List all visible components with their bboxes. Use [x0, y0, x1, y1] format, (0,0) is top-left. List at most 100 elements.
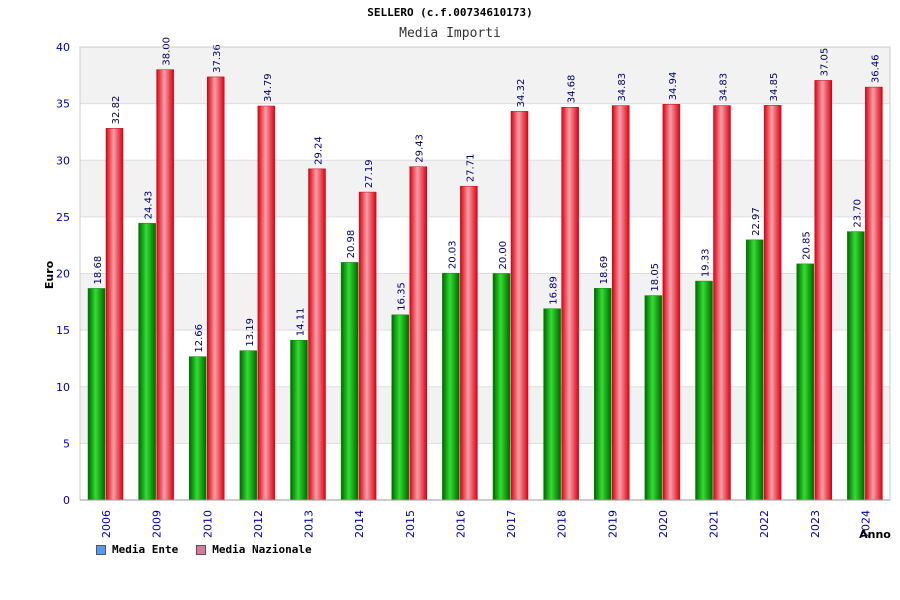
bar-media-nazionale: [510, 111, 529, 501]
bar-media-nazionale: [561, 106, 579, 501]
data-label-media-ente: 18.05: [650, 263, 661, 292]
data-label-media-ente: 20.98: [346, 230, 357, 259]
data-label-media-ente: 24.43: [144, 191, 155, 220]
data-label-media-ente: 20.03: [447, 241, 458, 270]
y-tick-label: 40: [56, 41, 70, 54]
bar-media-ente: [644, 295, 663, 501]
data-label-media-ente: 16.35: [397, 282, 408, 311]
x-tick-label: 2023: [809, 510, 822, 538]
bar-media-ente: [695, 280, 713, 501]
data-label-media-ente: 12.66: [194, 324, 205, 353]
bar-media-nazionale: [105, 128, 124, 501]
legend-swatch-media-nazionale: [196, 544, 207, 555]
data-label-media-nazionale: 34.85: [769, 73, 780, 102]
bar-media-ente: [543, 308, 561, 501]
bar-media-nazionale: [612, 105, 630, 501]
data-label-media-ente: 18.69: [599, 256, 610, 285]
bar-media-ente: [745, 239, 764, 501]
x-tick-label: 2022: [758, 510, 771, 538]
bar-media-nazionale: [156, 69, 174, 501]
bar-media-nazionale: [460, 185, 478, 501]
x-tick-label: 2015: [404, 510, 417, 538]
data-label-media-ente: 14.11: [296, 308, 307, 337]
x-tick-label: 2014: [353, 510, 366, 538]
bar-media-ente: [290, 339, 308, 501]
y-tick-label: 20: [56, 268, 70, 281]
bar-media-ente: [138, 223, 156, 501]
bar-media-ente: [796, 263, 814, 501]
data-label-media-nazionale: 32.82: [111, 96, 122, 125]
data-label-media-nazionale: 29.43: [415, 134, 426, 163]
bar-media-nazionale: [207, 76, 225, 501]
bar-media-nazionale: [308, 168, 326, 501]
legend-item-media-ente: Media Ente: [96, 543, 178, 556]
bar-media-nazionale: [662, 104, 681, 501]
data-label-media-ente: 13.19: [245, 318, 256, 347]
data-label-media-nazionale: 37.36: [212, 44, 223, 73]
bar-media-ente: [594, 288, 612, 501]
bar-media-ente: [340, 262, 359, 501]
legend-item-media-nazionale: Media Nazionale: [196, 543, 312, 556]
chart-title: SELLERO (c.f.00734610173): [367, 6, 533, 19]
data-label-media-nazionale: 38.00: [162, 37, 173, 66]
legend-label-media-ente: Media Ente: [112, 543, 179, 556]
data-label-media-ente: 20.00: [498, 241, 509, 270]
x-tick-label: 2010: [201, 510, 214, 538]
bar-media-ente: [492, 273, 511, 501]
bar-media-ente: [87, 288, 106, 501]
x-tick-label: 2017: [505, 510, 518, 538]
data-label-media-ente: 19.33: [701, 248, 712, 277]
y-tick-label: 10: [56, 381, 70, 394]
legend: Media Ente Media Nazionale: [96, 543, 312, 556]
x-tick-label: 2021: [708, 510, 721, 538]
x-tick-label: 2018: [556, 510, 569, 538]
data-label-media-ente: 20.85: [802, 231, 813, 260]
data-label-media-nazionale: 27.71: [465, 154, 476, 183]
data-label-media-ente: 22.97: [751, 207, 762, 236]
legend-swatch-media-ente: [96, 544, 106, 555]
data-label-media-nazionale: 27.19: [364, 159, 375, 188]
x-tick-label: 2006: [100, 510, 113, 538]
chart-subtitle: Media Importi: [399, 26, 501, 41]
bar-media-nazionale: [814, 80, 832, 501]
y-tick-label: 35: [56, 98, 70, 111]
bar-media-nazionale: [763, 105, 782, 501]
bar-media-nazionale: [713, 105, 731, 501]
x-tick-label: 2009: [151, 510, 164, 538]
bar-media-nazionale: [409, 166, 427, 501]
bar-media-nazionale: [257, 105, 276, 501]
data-label-media-nazionale: 34.83: [719, 73, 730, 102]
data-label-media-nazionale: 37.05: [820, 48, 831, 77]
y-tick-label: 0: [63, 494, 70, 507]
y-axis-label: Euro: [43, 260, 56, 289]
bar-media-ente: [442, 272, 460, 501]
data-label-media-nazionale: 34.94: [668, 72, 679, 101]
y-tick-label: 15: [56, 324, 70, 337]
data-label-media-nazionale: 36.46: [870, 54, 881, 83]
bar-media-ente: [189, 356, 207, 501]
data-label-media-nazionale: 34.68: [567, 75, 578, 104]
bar-media-nazionale: [358, 191, 377, 501]
legend-label-media-nazionale: Media Nazionale: [212, 543, 312, 556]
data-label-media-nazionale: 34.83: [617, 73, 628, 102]
data-label-media-ente: 18.68: [93, 256, 104, 285]
y-tick-label: 5: [63, 437, 70, 450]
bar-media-ente: [239, 350, 258, 501]
x-axis-label: Anno: [859, 528, 891, 541]
y-tick-label: 25: [56, 211, 70, 224]
y-tick-label: 30: [56, 154, 70, 167]
x-tick-label: 2013: [303, 510, 316, 538]
x-tick-label: 2012: [252, 510, 265, 538]
data-label-media-ente: 16.89: [549, 276, 560, 305]
data-label-media-nazionale: 29.24: [314, 136, 325, 165]
data-label-media-nazionale: 34.79: [263, 73, 274, 102]
x-tick-label: 2024: [859, 510, 872, 538]
bar-media-ente: [391, 314, 409, 501]
data-label-media-nazionale: 34.32: [516, 79, 527, 108]
x-tick-label: 2020: [657, 510, 670, 538]
bar-media-ente: [847, 231, 865, 501]
x-tick-label: 2019: [606, 510, 619, 538]
data-label-media-ente: 23.70: [852, 199, 863, 228]
